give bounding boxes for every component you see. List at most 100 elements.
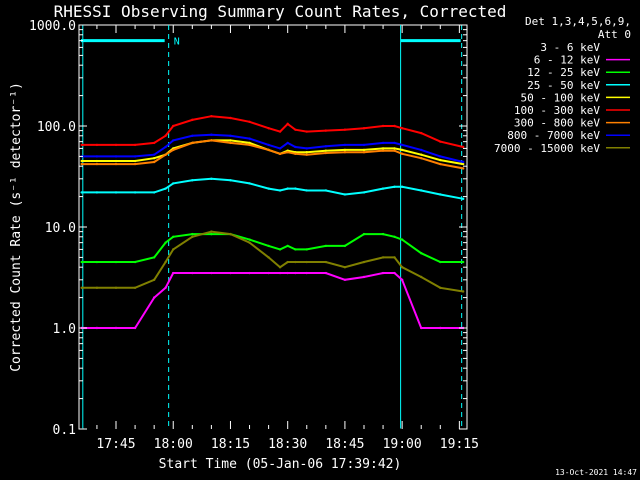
x-tick-label: 18:30: [268, 437, 307, 452]
series-point-7: [164, 145, 167, 149]
series-point-4: [305, 151, 308, 154]
series-point-5: [461, 145, 465, 149]
series-point-5: [286, 122, 289, 126]
series-point-1: [229, 271, 232, 275]
series-point-4: [420, 153, 423, 156]
series-point-8: [393, 256, 396, 259]
series-point-4: [114, 159, 118, 163]
series-point-6: [95, 162, 99, 166]
series-point-8: [305, 260, 308, 264]
series-point-3: [95, 191, 99, 194]
series-point-8: [286, 260, 289, 264]
series-point-8: [278, 265, 282, 269]
series-point-8: [362, 260, 366, 264]
series-point-8: [172, 248, 175, 251]
series-point-8: [400, 265, 404, 269]
series-point-1: [362, 275, 366, 279]
legend-label: 50 - 100 keV: [521, 91, 601, 104]
legend-label: 6 - 12 keV: [534, 54, 601, 67]
series-point-3: [400, 185, 404, 189]
series-point-3: [343, 193, 347, 196]
series-point-4: [400, 148, 404, 152]
series-point-6: [164, 153, 167, 156]
series-point-5: [114, 143, 118, 147]
series-point-1: [439, 326, 442, 330]
series-point-5: [80, 143, 83, 147]
series-point-3: [278, 189, 282, 192]
series-point-3: [191, 179, 194, 182]
series-point-6: [278, 152, 282, 156]
series-point-2: [278, 248, 282, 251]
series-point-6: [400, 152, 404, 156]
series-point-2: [152, 256, 156, 259]
series-point-2: [381, 232, 385, 236]
series-point-7: [400, 143, 404, 147]
series-point-3: [133, 191, 137, 194]
series-point-1: [420, 326, 423, 330]
y-tick-label: 100.0: [37, 120, 76, 135]
series-point-2: [461, 260, 465, 264]
series-point-3: [294, 187, 297, 190]
series-point-7: [461, 160, 465, 164]
series-point-4: [248, 141, 251, 145]
series-point-8: [114, 286, 118, 290]
series-point-7: [286, 141, 289, 145]
series-point-8: [420, 275, 423, 279]
series-point-3: [439, 193, 442, 196]
series-point-6: [210, 139, 213, 142]
series-point-5: [133, 143, 137, 147]
series-point-6: [286, 151, 289, 154]
legend-header-line-1: Det 1,3,4,5,6,9,: [525, 15, 631, 28]
series-point-1: [343, 278, 347, 282]
series-point-6: [439, 162, 442, 166]
series-point-7: [210, 133, 213, 136]
series-point-1: [114, 326, 118, 330]
series-point-3: [164, 187, 167, 190]
series-point-1: [286, 271, 289, 275]
series-point-0: [164, 427, 167, 431]
series-point-2: [400, 238, 404, 241]
series-point-6: [393, 149, 396, 152]
x-tick-label: 17:45: [96, 437, 135, 452]
series-point-6: [420, 156, 423, 160]
footer-date: 13-Oct-2021 14:47: [555, 468, 637, 477]
series-point-6: [191, 141, 194, 145]
series-point-8: [229, 232, 232, 236]
x-tick-label: 19:15: [440, 437, 479, 452]
series-point-6: [324, 151, 328, 155]
series-point-7: [114, 155, 118, 158]
series-point-8: [324, 260, 328, 264]
series-point-8: [294, 260, 297, 264]
legend-label: 25 - 50 keV: [527, 79, 600, 92]
series-point-6: [305, 153, 308, 156]
series-point-8: [461, 290, 465, 293]
series-point-8: [80, 286, 83, 290]
series-point-8: [267, 256, 270, 259]
series-point-1: [400, 278, 404, 282]
series-point-8: [381, 256, 385, 259]
x-tick-label: 18:15: [211, 437, 250, 452]
annotation-n: N: [174, 37, 180, 48]
series-point-5: [191, 118, 194, 122]
series-point-1: [267, 271, 270, 275]
series-point-6: [80, 162, 83, 166]
series-point-4: [461, 162, 465, 166]
series-point-7: [278, 147, 282, 150]
series-point-2: [133, 260, 137, 264]
series-point-3: [362, 191, 366, 194]
y-tick-label: 1000.0: [29, 19, 76, 34]
series-point-3: [80, 191, 83, 194]
series-point-2: [267, 244, 270, 248]
series-point-8: [210, 230, 213, 233]
series-point-7: [420, 148, 423, 152]
series-point-5: [420, 131, 423, 135]
series-point-3: [381, 187, 385, 190]
series-point-1: [172, 271, 175, 275]
series-point-1: [210, 271, 213, 275]
series-point-5: [172, 124, 175, 128]
series-point-3: [172, 182, 175, 185]
series-point-7: [343, 143, 347, 147]
series-point-5: [400, 127, 404, 130]
